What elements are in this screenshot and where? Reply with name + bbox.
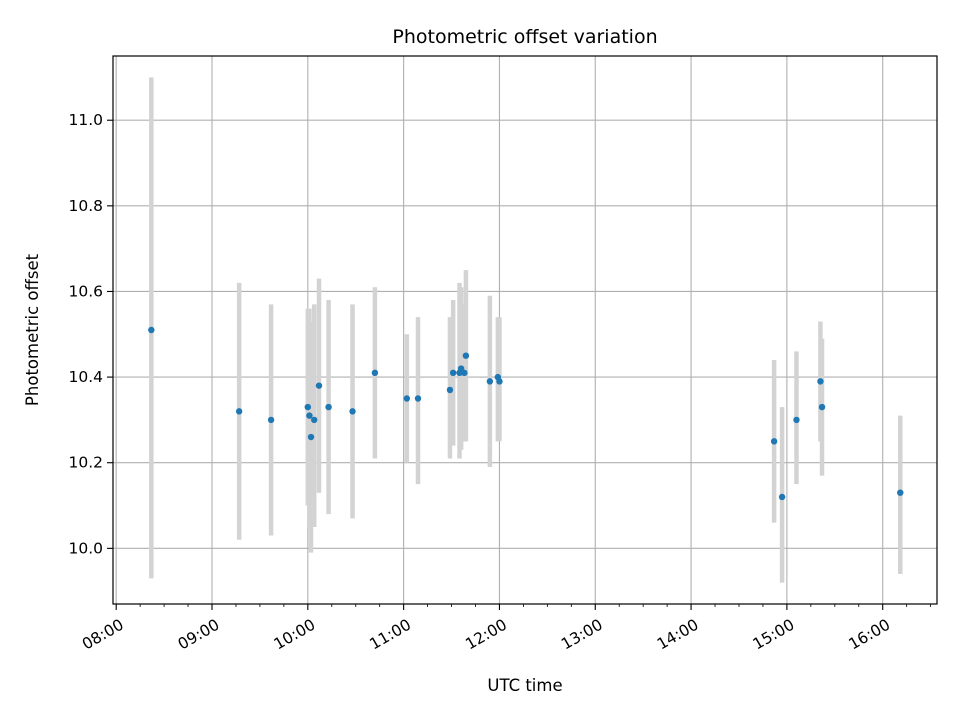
y-tick-label: 10.0 — [68, 539, 103, 557]
data-point — [461, 369, 468, 377]
data-point — [371, 369, 379, 377]
data-point — [306, 412, 313, 419]
y-tick-label: 10.8 — [68, 197, 103, 215]
y-tick-label: 11.0 — [68, 111, 103, 129]
data-point — [462, 352, 470, 359]
data-point — [304, 403, 312, 411]
data-point — [817, 378, 824, 385]
data-point — [349, 408, 356, 415]
data-point — [778, 493, 786, 501]
chart-title: Photometric offset variation — [392, 26, 657, 48]
plot-frame — [112, 55, 938, 605]
y-axis: 10.0 10.2 10.4 10.6 10.8 11.0 — [68, 111, 113, 557]
data-point — [449, 369, 457, 377]
data-point — [307, 433, 315, 441]
data-point — [496, 378, 503, 385]
data-point — [818, 403, 826, 411]
data-point — [770, 438, 778, 445]
data-point — [486, 378, 494, 385]
data-point — [403, 395, 411, 402]
y-tick-label: 10.4 — [68, 368, 103, 386]
data-point — [148, 326, 155, 334]
data-point — [897, 489, 904, 496]
data-point — [414, 395, 422, 402]
data-point — [793, 416, 800, 424]
x-axis-title: UTC time — [487, 676, 562, 695]
data-point — [325, 403, 332, 411]
data-points — [148, 326, 904, 501]
data-point — [446, 386, 454, 394]
y-tick-label: 10.2 — [68, 454, 103, 472]
data-point — [315, 382, 323, 389]
y-tick-label: 10.6 — [68, 282, 103, 300]
y-axis-title: Photometric offset — [23, 253, 42, 406]
data-point — [235, 408, 243, 415]
data-point — [311, 416, 318, 424]
data-point — [267, 416, 275, 424]
